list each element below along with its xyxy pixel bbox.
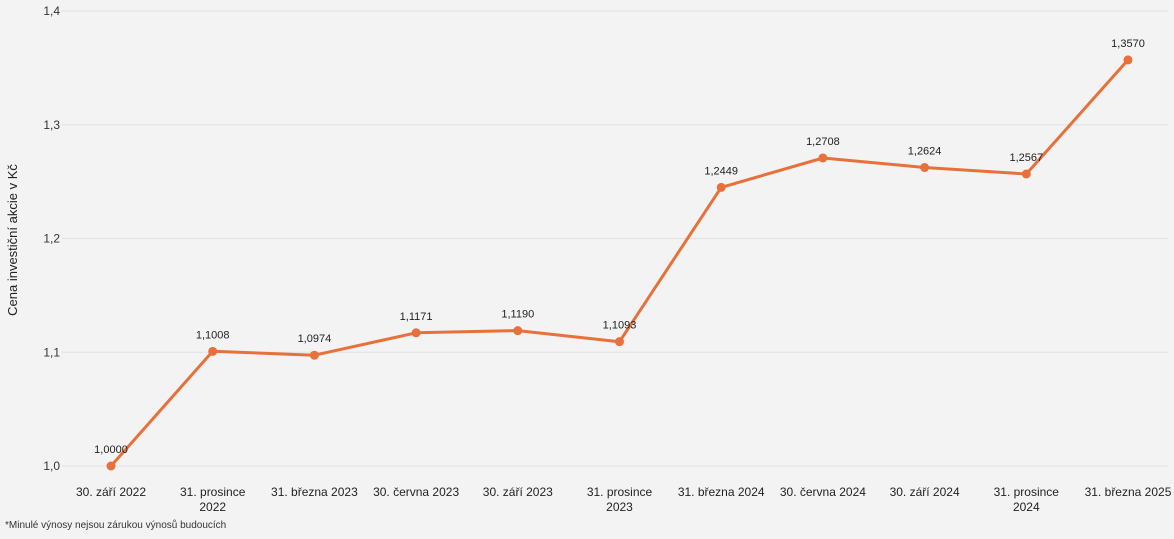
- data-label: 1,0974: [298, 333, 332, 345]
- data-point: [920, 163, 930, 173]
- x-tick-label: 30. června 2023: [373, 485, 459, 499]
- data-label: 1,1190: [501, 309, 534, 321]
- data-label: 1,2624: [908, 146, 942, 158]
- x-tick-label: 31. března 2024: [678, 485, 765, 499]
- series-group: 1,0000 1,1008 1,0974 1,1171 1,1190 1,1093 1,24…: [94, 38, 1145, 471]
- data-label: 1,2567: [1009, 152, 1043, 164]
- disclaimer-footnote: *Minulé výnosy nejsou zárukou výnosů bud…: [5, 520, 227, 531]
- data-label: 1,1008: [196, 329, 230, 341]
- y-tick-label: 1,4: [43, 4, 60, 18]
- data-point: [615, 337, 624, 347]
- data-point: [1021, 169, 1031, 179]
- data-point: [208, 346, 218, 356]
- x-tick-label: 31. prosince 2023: [587, 485, 653, 514]
- data-point: [106, 461, 116, 471]
- data-point: [818, 153, 828, 163]
- y-tick-label: 1,1: [43, 345, 60, 359]
- y-axis-label: Cena investiční akcie v Kč: [5, 164, 20, 316]
- data-label: 1,1093: [603, 320, 637, 332]
- data-label: 1,3570: [1111, 38, 1145, 50]
- data-point: [513, 326, 523, 336]
- data-label: 1,2708: [806, 136, 840, 148]
- data-label: 1,2449: [704, 165, 738, 177]
- y-tick-label: 1,0: [43, 459, 60, 473]
- x-tick-label: 31. prosince 2022: [180, 485, 246, 514]
- y-tick-label: 1,3: [43, 118, 60, 132]
- x-tick-label: 31. března 2023: [271, 485, 358, 499]
- data-point: [1123, 55, 1133, 65]
- data-label: 1,0000: [94, 444, 128, 456]
- x-tick-label: 30. září 2022: [76, 485, 146, 499]
- y-tick-label: 1,2: [43, 232, 60, 246]
- x-tick-label: 31. prosince 2024: [994, 485, 1060, 514]
- data-point: [716, 182, 726, 192]
- x-axis-ticks: 30. září 2022 31. prosince 2022 31. března …: [76, 485, 1172, 514]
- data-label: 1,1171: [400, 311, 433, 323]
- x-tick-label: 31. března 2025: [1085, 485, 1172, 499]
- gridlines: [62, 10, 1168, 467]
- series-line: [109, 58, 1130, 468]
- data-point: [309, 350, 319, 360]
- data-point: [411, 328, 421, 338]
- x-tick-label: 30. září 2023: [483, 485, 553, 499]
- y-axis-ticks: 1,0 1,1 1,2 1,3 1,4: [43, 4, 60, 473]
- x-tick-label: 30. září 2024: [890, 485, 960, 499]
- x-tick-label: 30. června 2024: [780, 485, 866, 499]
